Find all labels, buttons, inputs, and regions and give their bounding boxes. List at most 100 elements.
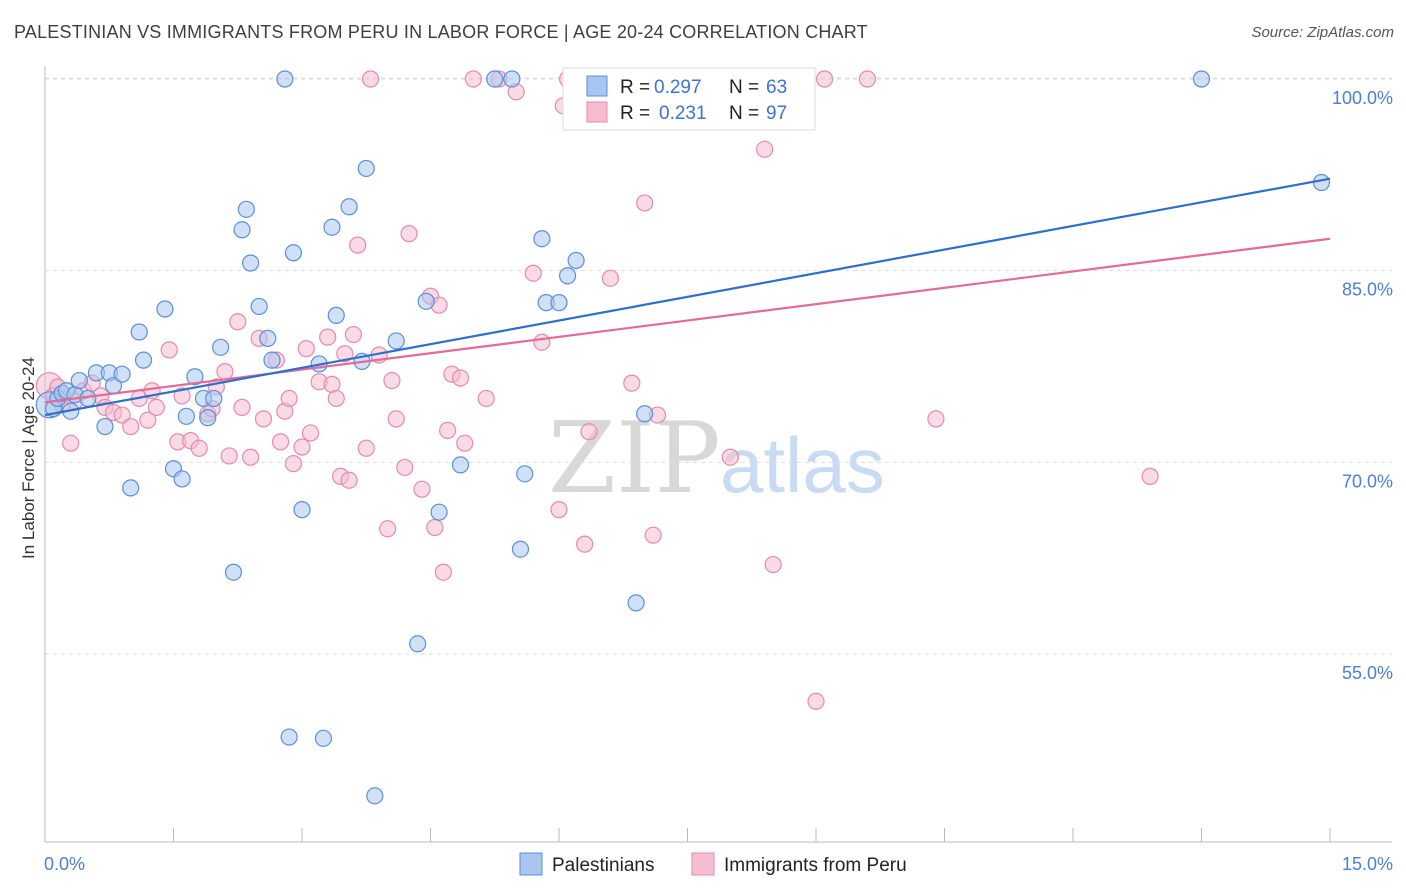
palestinian-point (242, 254, 260, 272)
y-tick-label: 100.0% (1332, 88, 1393, 108)
peru-point (721, 448, 739, 466)
legend-r-value-2: 0.231 (659, 103, 707, 124)
palestinian-point (212, 338, 230, 356)
chart-source: Source: ZipAtlas.com (1251, 24, 1394, 41)
peru-point (387, 410, 405, 428)
peru-point (233, 398, 251, 416)
x-tick-label: 15.0% (1342, 854, 1393, 874)
peru-point (242, 448, 260, 466)
palestinian-point (233, 221, 251, 239)
peru-point (173, 387, 191, 405)
peru-point (327, 389, 345, 408)
peru-point (413, 480, 431, 498)
palestinian-point (70, 371, 88, 390)
peru-point (361, 70, 380, 88)
legend-swatch-blue (586, 75, 608, 97)
palestinian-point (340, 198, 358, 216)
peru-point (139, 411, 157, 429)
palestinian-point (387, 332, 405, 350)
legend-n-value-1: 63 (766, 77, 787, 98)
palestinian-point (276, 70, 294, 88)
peru-point (383, 371, 401, 390)
legend: R = 0.297 N = 63 R = 0.231 N = 97 (562, 67, 816, 131)
peru-point (533, 333, 551, 351)
legend-r-label-1: R = (620, 77, 650, 98)
y-axis-label: In Labor Force | Age 20-24 (19, 357, 38, 559)
peru-point (644, 526, 662, 544)
peru-point (815, 70, 834, 88)
peru-point (426, 518, 444, 537)
axes (44, 66, 1392, 843)
palestinian-point (130, 323, 148, 341)
palestinian-point (627, 594, 645, 612)
legend-r-value-1: 0.297 (654, 77, 702, 98)
peru-point (524, 264, 542, 282)
peru-point (229, 313, 247, 331)
peru-point (344, 325, 362, 344)
palestinian-point (250, 297, 268, 316)
bottom-legend-palestinians: Palestinians (552, 855, 654, 876)
palestinian-point (314, 729, 333, 747)
peru-point (439, 421, 457, 439)
palestinian-point (357, 159, 375, 178)
palestinian-point (122, 479, 140, 497)
trend-lines (44, 177, 1331, 417)
peru-point (400, 225, 418, 243)
trend-line-palestinians (44, 177, 1331, 417)
peru-point (601, 269, 620, 287)
peru-point (220, 447, 238, 465)
y-tick-label: 55.0% (1342, 663, 1393, 683)
grid (45, 77, 1392, 655)
palestinian-point (327, 306, 345, 324)
palestinian-point (366, 787, 384, 805)
palestinian-point (511, 540, 530, 558)
palestinian-point (417, 292, 435, 310)
peru-point (271, 433, 290, 451)
palestinian-point (284, 244, 303, 262)
peru-point (451, 369, 470, 387)
legend-n-label-1: N = (729, 77, 759, 98)
palestinian-point (567, 251, 585, 270)
palestinian-point (409, 635, 427, 653)
palestinian-point (550, 294, 568, 312)
peru-point (147, 398, 165, 416)
peru-point (357, 439, 375, 457)
peru-point (858, 70, 877, 88)
peru-point (464, 70, 482, 88)
peru-point (297, 340, 315, 358)
peru-point (340, 471, 358, 489)
palestinian-point (636, 405, 654, 423)
legend-r-label-2: R = (620, 103, 650, 124)
peru-point (755, 140, 774, 158)
palestinian-point (224, 563, 243, 581)
palestinian-point (503, 70, 521, 88)
peru-point (550, 501, 568, 519)
peru-point (122, 417, 140, 436)
peru-point (319, 328, 337, 346)
peru-point (190, 439, 208, 457)
peru-point (254, 410, 273, 428)
palestinian-point (259, 329, 277, 347)
palestinian-point (280, 728, 298, 746)
peru-point (293, 438, 311, 456)
peru-point (349, 236, 367, 254)
peru-point (580, 423, 598, 441)
peru-point (379, 520, 397, 538)
peru-point (62, 434, 80, 452)
peru-point (477, 389, 495, 408)
watermark-zip: ZIP (548, 402, 721, 516)
peru-point (764, 555, 782, 574)
palestinian-point (1192, 70, 1211, 88)
peru-point (576, 535, 594, 553)
palestinian-point (323, 218, 341, 236)
peru-point (434, 563, 452, 581)
peru-point (336, 345, 354, 363)
palestinian-point (96, 417, 114, 436)
palestinian-point (173, 470, 191, 488)
bottom-legend-swatch-peru (691, 852, 715, 876)
peru-point (1141, 467, 1159, 485)
legend-n-value-2: 97 (766, 103, 787, 124)
peru-point (396, 458, 414, 477)
palestinian-point (486, 70, 504, 88)
